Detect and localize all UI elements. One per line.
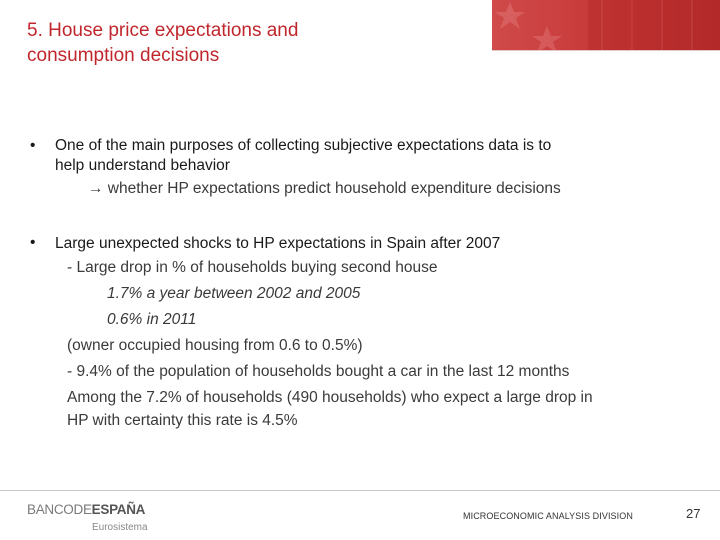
footer-rule [0, 490, 720, 491]
bank-logo: BANCODEESPAÑA [27, 502, 145, 517]
bullet-symbol: • [30, 137, 36, 154]
page-number: 27 [686, 506, 701, 521]
bullet-subline: 1.7% a year between 2002 and 2005 [107, 285, 361, 302]
bullet-text: One of the main purposes of collecting s… [55, 136, 685, 199]
division-label: MICROECONOMIC ANALYSIS DIVISION [463, 511, 633, 521]
bullet-symbol: • [30, 234, 36, 251]
logo-text-bold: ESPAÑA [91, 502, 146, 517]
bullet-subline: (owner occupied housing from 0.6 to 0.5%… [67, 337, 363, 354]
bullet-subline: HP with certainty this rate is 4.5% [67, 412, 298, 429]
slide-title: 5. House price expectations and consumpt… [27, 18, 467, 68]
star-icon [495, 0, 720, 50]
bullet-subline: - 9.4% of the population of households b… [67, 363, 570, 380]
header-rule [492, 50, 720, 51]
bullet-line: Large unexpected shocks to HP expectatio… [55, 235, 501, 252]
bullet-subline: 0.6% in 2011 [107, 311, 197, 328]
bullet-line: One of the main purposes of collecting s… [55, 137, 552, 154]
title-line: 5. House price expectations and [27, 20, 299, 41]
bullet-subline: → whether HP expectations predict househ… [88, 180, 561, 197]
bullet-text: Large unexpected shocks to HP expectatio… [55, 233, 685, 431]
bullet-subline: Among the 7.2% of households (490 househ… [67, 389, 593, 406]
bullet-subline: - Large drop in % of households buying s… [67, 259, 438, 276]
bullet-line: help understand behavior [55, 157, 230, 174]
logo-subtitle: Eurosistema [92, 522, 148, 533]
title-line: consumption decisions [27, 45, 220, 66]
header-banner [492, 0, 720, 50]
logo-text: BANCODE [27, 502, 92, 517]
